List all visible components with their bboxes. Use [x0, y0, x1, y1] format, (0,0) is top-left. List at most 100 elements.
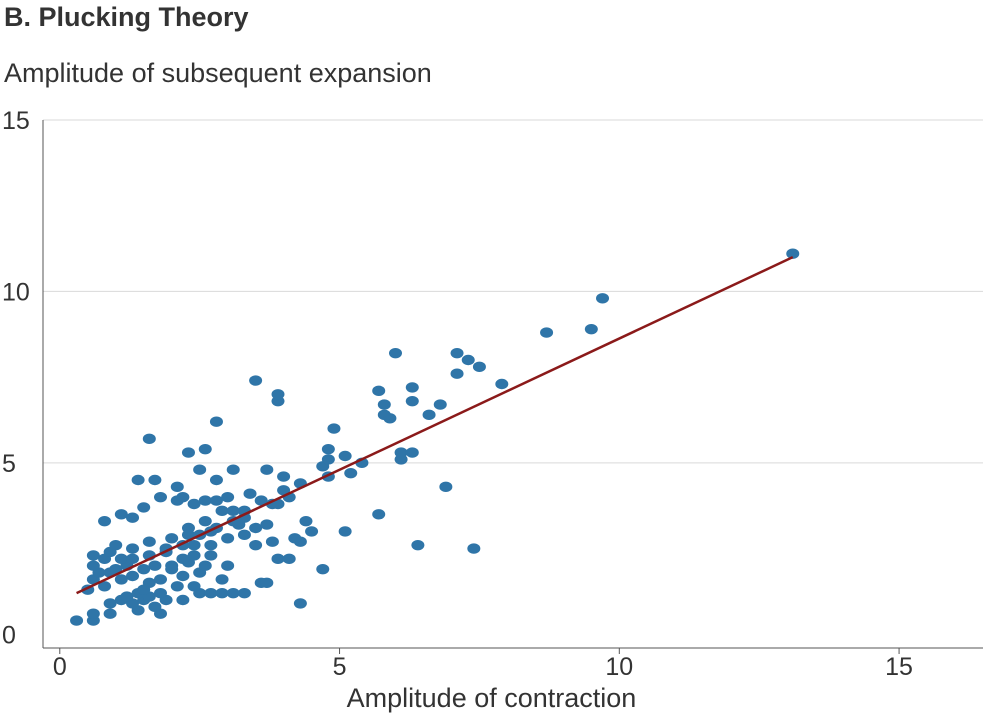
data-point-87	[226, 464, 240, 475]
x-tick-label-5: 5	[333, 653, 347, 681]
data-point-129	[450, 347, 464, 359]
data-point-75	[198, 495, 212, 506]
data-point-42	[114, 553, 128, 565]
data-point-37	[148, 560, 162, 571]
data-point-14	[204, 587, 218, 599]
data-point-124	[405, 395, 419, 407]
data-point-47	[187, 550, 201, 561]
data-point-43	[126, 553, 140, 565]
data-point-17	[237, 587, 251, 599]
data-point-147	[198, 560, 212, 571]
chart-title: B. Plucking Theory	[4, 2, 249, 32]
data-point-111	[327, 423, 341, 434]
data-point-122	[394, 447, 408, 458]
data-point-52	[142, 536, 156, 547]
y-tick-label-15: 15	[2, 107, 30, 135]
data-point-56	[221, 533, 235, 544]
data-point-21	[215, 574, 229, 585]
data-point-104	[249, 375, 263, 386]
data-point-48	[86, 550, 100, 561]
data-point-136	[596, 293, 610, 304]
data-point-134	[540, 327, 554, 338]
data-point-18	[293, 598, 307, 609]
data-point-149	[249, 522, 263, 534]
axes	[42, 120, 983, 654]
data-point-86	[209, 474, 223, 486]
data-point-26	[114, 574, 128, 585]
data-point-85	[193, 464, 207, 475]
data-point-89	[260, 464, 274, 475]
data-point-27	[126, 570, 140, 582]
data-point-82	[131, 474, 145, 486]
x-tick-labels: 0 5 10 15	[53, 653, 913, 681]
data-point-12	[176, 594, 190, 606]
data-point-127	[433, 399, 447, 410]
data-point-2	[86, 608, 100, 619]
data-point-100	[142, 433, 156, 445]
data-point-106	[271, 389, 285, 400]
data-point-16	[226, 587, 240, 599]
data-point-125	[405, 382, 419, 393]
data-point-141	[221, 560, 235, 571]
y-tick-label-10: 10	[2, 278, 30, 306]
data-point-155	[221, 491, 235, 503]
data-point-130	[450, 368, 464, 379]
data-point-54	[187, 539, 201, 551]
y-tick-labels: 0 5 10 15	[2, 107, 30, 649]
data-point-108	[321, 454, 335, 465]
data-point-123	[405, 447, 419, 458]
data-point-55	[204, 539, 218, 551]
data-point-159	[137, 584, 151, 595]
data-point-99	[299, 515, 313, 527]
data-point-126	[422, 409, 436, 421]
data-point-119	[383, 413, 397, 424]
data-point-150	[277, 485, 291, 496]
data-point-53	[159, 543, 173, 554]
data-point-60	[271, 553, 285, 565]
data-point-112	[338, 450, 352, 462]
data-point-131	[461, 354, 475, 366]
data-point-29	[154, 574, 167, 585]
data-point-138	[165, 563, 179, 575]
data-point-98	[265, 498, 279, 510]
data-point-66	[411, 539, 425, 551]
data-point-120	[389, 347, 402, 359]
data-point-3	[103, 608, 117, 619]
data-point-83	[148, 474, 162, 486]
data-point-59	[265, 536, 279, 547]
data-point-117	[377, 399, 391, 410]
fit-line	[76, 256, 794, 595]
data-point-36	[137, 563, 151, 575]
data-point-71	[137, 502, 151, 513]
data-point-15	[215, 587, 229, 599]
data-point-10	[148, 601, 162, 613]
data-point-115	[372, 509, 386, 520]
data-point-69	[114, 509, 128, 520]
data-point-109	[321, 443, 335, 455]
data-point-64	[316, 563, 330, 575]
data-point-70	[126, 512, 140, 523]
x-tick-label-0: 0	[53, 653, 67, 681]
data-point-40	[86, 560, 100, 571]
data-point-61	[282, 553, 296, 565]
data-point-128	[439, 481, 453, 493]
data-point-68	[98, 515, 112, 527]
data-point-74	[187, 498, 201, 510]
y-tick-label-0: 0	[2, 621, 16, 649]
data-point-101	[181, 447, 195, 458]
data-point-30	[176, 570, 190, 582]
gridlines	[43, 119, 983, 464]
data-point-19	[170, 581, 184, 592]
data-point-113	[344, 467, 358, 479]
data-point-95	[215, 505, 229, 517]
x-axis-label: Amplitude of contraction	[346, 683, 637, 713]
data-point-148	[232, 519, 246, 530]
fit-line-group	[76, 256, 794, 595]
data-point-103	[209, 416, 223, 427]
data-point-0	[70, 615, 84, 626]
data-point-58	[249, 539, 263, 551]
data-point-25	[98, 581, 112, 592]
data-point-140	[204, 550, 218, 561]
data-point-57	[237, 529, 251, 541]
